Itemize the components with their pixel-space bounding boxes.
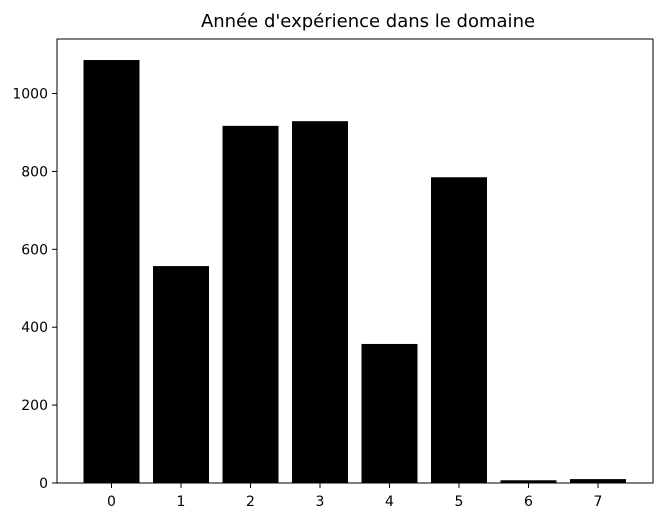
bars-layer [83,60,626,483]
x-tick-label: 3 [316,494,325,510]
axes-layer: 0 1 2 3 4 5 6 7 0 200 400 600 800 1000 [12,87,602,510]
chart-title: Année d'expérience dans le domaine [201,11,535,32]
x-tick-label: 6 [524,494,533,510]
x-tick-label: 2 [246,494,255,510]
bar-4 [361,343,418,483]
plot-frame [56,38,654,484]
y-tick-label: 0 [39,476,48,492]
y-tick-label: 200 [21,398,48,414]
y-tick-label: 600 [21,242,48,258]
y-tick-label: 800 [21,164,48,180]
x-tick-label: 5 [455,494,464,510]
x-tick-label: 0 [107,494,116,510]
x-tick-label: 1 [177,494,186,510]
bar-3 [292,121,348,483]
bar-2 [222,125,279,483]
bar-0 [83,60,140,483]
bar-7 [570,479,626,483]
bar-5 [431,177,487,483]
x-tick-label: 4 [385,494,394,510]
y-tick-label: 400 [21,320,48,336]
x-tick-label: 7 [594,494,603,510]
y-tick-label: 1000 [12,87,48,103]
bar-1 [153,266,209,483]
bar-6 [500,480,557,483]
